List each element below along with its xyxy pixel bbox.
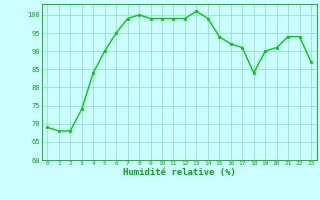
X-axis label: Humidité relative (%): Humidité relative (%): [123, 168, 236, 177]
